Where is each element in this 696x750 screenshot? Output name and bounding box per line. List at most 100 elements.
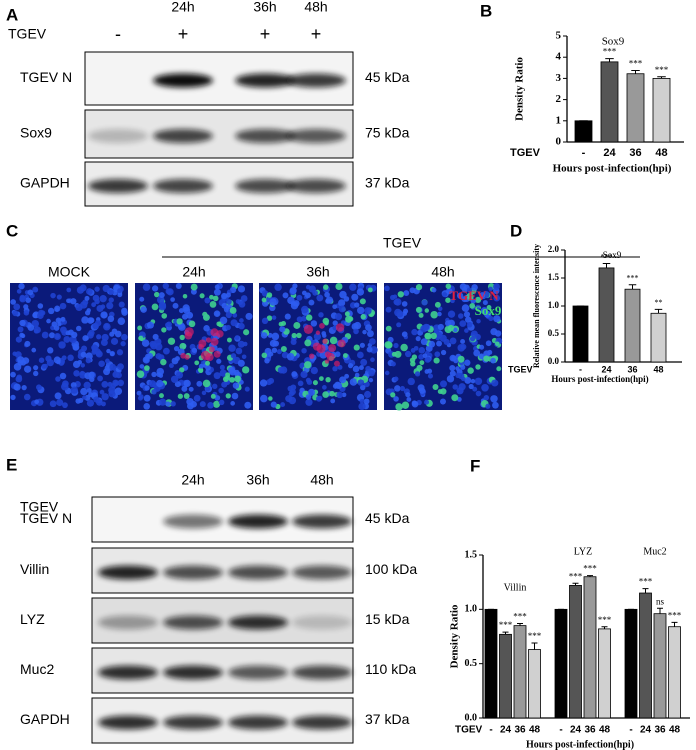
nucleus — [394, 298, 402, 306]
nucleus — [243, 329, 250, 336]
nucleus — [19, 294, 26, 301]
band — [163, 565, 223, 580]
nucleus — [280, 346, 287, 353]
nucleus — [196, 380, 203, 387]
nucleus — [148, 380, 157, 388]
nucleus — [279, 326, 286, 333]
nucleus — [276, 349, 282, 355]
chart-title: Sox9 — [602, 36, 625, 48]
nucleus — [59, 372, 67, 380]
nucleus — [17, 326, 24, 333]
nucleus — [271, 332, 280, 341]
nucleus — [172, 302, 179, 309]
nucleus — [93, 396, 100, 403]
nucleus — [280, 402, 286, 407]
nucleus — [329, 336, 338, 345]
band — [163, 715, 223, 730]
nucleus — [456, 292, 464, 299]
nucleus — [364, 390, 372, 398]
nucleus — [447, 324, 454, 331]
nucleus — [179, 342, 187, 350]
nucleus — [171, 357, 179, 365]
nucleus — [106, 302, 114, 310]
nucleus — [343, 353, 348, 358]
nucleus — [230, 401, 236, 406]
nucleus — [166, 321, 172, 328]
nucleus — [53, 356, 61, 364]
nucleus — [420, 338, 428, 346]
nucleus — [235, 347, 243, 355]
nucleus — [225, 311, 233, 319]
nucleus — [424, 332, 432, 340]
nucleus — [384, 341, 392, 349]
nucleus — [70, 382, 77, 388]
x-tick-label: 36 — [584, 725, 596, 736]
significance: *** — [627, 274, 639, 283]
nucleus — [318, 312, 324, 318]
nucleus — [193, 394, 201, 402]
band — [286, 73, 346, 88]
nucleus — [33, 370, 39, 377]
nucleus — [151, 303, 159, 311]
bar — [572, 305, 589, 363]
band — [228, 615, 288, 630]
nucleus — [173, 345, 180, 352]
nucleus — [390, 392, 396, 398]
nucleus — [237, 340, 245, 348]
nucleus — [268, 377, 275, 384]
nucleus — [91, 302, 97, 308]
nucleus — [154, 291, 160, 298]
nucleus — [199, 401, 206, 408]
nucleus — [212, 400, 221, 408]
nucleus — [347, 363, 354, 369]
nucleus — [368, 369, 375, 377]
nucleus — [77, 359, 82, 365]
nucleus — [306, 379, 313, 385]
nucleus — [452, 384, 458, 390]
nucleus — [292, 283, 298, 289]
timepoint: 36h — [246, 472, 269, 488]
nucleus — [109, 351, 115, 357]
nucleus — [66, 298, 71, 304]
nucleus — [17, 356, 25, 364]
nucleus — [95, 350, 103, 358]
infected-cell — [319, 323, 325, 329]
nucleus — [202, 313, 210, 321]
y-tick-label: 2.0 — [548, 244, 560, 254]
band — [163, 665, 223, 680]
nucleus — [155, 353, 162, 360]
blot-label: Muc2 — [20, 661, 54, 677]
nucleus — [485, 403, 491, 409]
significance: *** — [668, 610, 682, 620]
nucleus — [494, 341, 500, 346]
row-label: TGEV — [510, 147, 541, 159]
nucleus — [280, 366, 288, 374]
nucleus — [170, 375, 179, 383]
nucleus — [140, 306, 147, 313]
nucleus — [339, 376, 347, 384]
band — [286, 129, 346, 143]
blot-size: 100 kDa — [365, 561, 417, 577]
nucleus — [437, 306, 443, 312]
nucleus — [214, 395, 221, 401]
nucleus — [210, 393, 216, 399]
nucleus — [41, 331, 49, 339]
nucleus — [422, 353, 428, 359]
band — [235, 179, 295, 193]
nucleus — [188, 320, 196, 328]
error-bar — [657, 76, 666, 79]
nucleus — [54, 307, 59, 312]
y-tick-label: 0.0 — [465, 712, 478, 723]
nucleus — [15, 336, 22, 343]
nucleus — [445, 297, 451, 303]
nucleus — [405, 392, 411, 398]
nucleus — [12, 310, 19, 317]
nucleus — [461, 296, 468, 303]
nucleus — [491, 379, 499, 387]
nucleus — [475, 304, 481, 310]
nucleus — [385, 306, 392, 313]
band — [292, 715, 352, 730]
infected-cell — [198, 339, 207, 348]
nucleus — [334, 381, 342, 389]
x-tick-label: 36 — [654, 725, 666, 736]
